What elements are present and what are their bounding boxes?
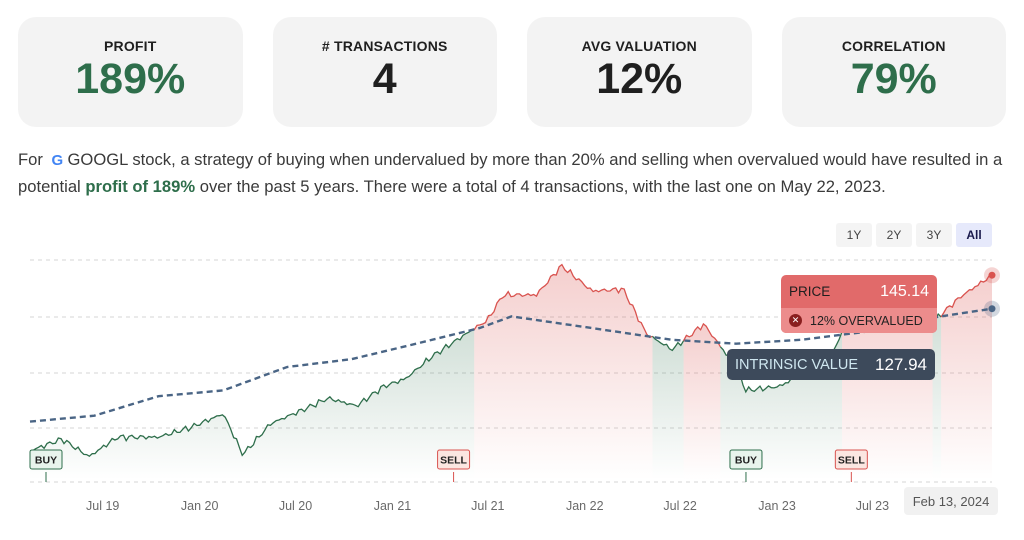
undervalued-area — [932, 314, 942, 480]
profit-label: PROFIT — [103, 38, 157, 54]
correlation-value: 79% — [850, 55, 937, 103]
avg-valuation-value: 12% — [596, 55, 683, 103]
avg-valuation-label: AVG VALUATION — [581, 38, 697, 54]
transactions-value: 4 — [372, 55, 397, 103]
price-tooltip: PRICE 145.14 ✕ 12% OVERVALUED — [781, 275, 937, 333]
intrinsic-value-value: 127.94 — [875, 354, 927, 374]
price-line-segment — [473, 263, 653, 339]
undervalued-area — [652, 336, 684, 480]
overvalued-area — [842, 294, 933, 480]
profit-card: PROFIT 189% — [18, 17, 243, 127]
intrinsic-marker — [988, 305, 996, 313]
signal-label-box — [29, 449, 63, 470]
description-profit: profit of 189% — [85, 177, 196, 196]
x-tick-label: Jan 22 — [566, 499, 604, 513]
date-badge: Feb 13, 2024 — [904, 487, 998, 515]
signal-label: SELL — [838, 455, 865, 467]
sell-signal-3: SELL — [834, 449, 868, 482]
price-line-segment — [683, 322, 721, 348]
x-tick-label: Jul 21 — [471, 499, 504, 513]
overvalued-area — [683, 323, 721, 480]
correlation-label: CORRELATION — [841, 38, 946, 54]
signal-label-box — [437, 449, 471, 470]
price-tooltip-value: 145.14 — [880, 283, 929, 300]
signal-label-box — [834, 449, 868, 470]
overvalued-area — [474, 264, 653, 480]
range-selector: 1Y 2Y 3Y All — [836, 223, 992, 247]
valuation-status-text: 12% OVERVALUED — [810, 313, 923, 328]
price-line-segment — [29, 329, 475, 457]
description-prefix: For — [18, 150, 43, 169]
x-tick-label: Jul 22 — [663, 499, 696, 513]
intrinsic-value-tooltip: INTRINSIC VALUE 127.94 — [727, 349, 935, 380]
profit-value: 189% — [75, 55, 186, 103]
transactions-card: # TRANSACTIONS 4 — [272, 17, 497, 127]
range-button-all[interactable]: All — [956, 223, 992, 247]
range-button-3y[interactable]: 3Y — [916, 223, 952, 247]
buy-signal-0: BUY — [29, 449, 63, 482]
price-marker — [988, 271, 996, 279]
x-tick-label: Jan 23 — [758, 499, 796, 513]
signal-label-box — [729, 449, 763, 470]
intrinsic-value-label: INTRINSIC VALUE — [735, 356, 859, 373]
range-button-2y[interactable]: 2Y — [876, 223, 912, 247]
transactions-label: # TRANSACTIONS — [321, 38, 448, 54]
google-icon: G — [51, 152, 64, 169]
avg-valuation-card: AVG VALUATION 12% — [527, 17, 752, 127]
signal-label: BUY — [735, 455, 757, 467]
signal-label: BUY — [35, 455, 57, 467]
price-tooltip-label: PRICE — [789, 284, 831, 299]
correlation-card: CORRELATION 79% — [781, 17, 1006, 127]
buy-signal-2: BUY — [729, 449, 763, 482]
x-tick-label: Jan 21 — [374, 499, 412, 513]
x-circle-icon: ✕ — [789, 314, 802, 327]
intrinsic-value-line — [29, 307, 993, 423]
x-tick-label: Jul 23 — [856, 499, 889, 513]
x-tick-label: Jan 20 — [181, 499, 219, 513]
x-tick-label: Jul 20 — [279, 499, 312, 513]
sell-signal-1: SELL — [437, 449, 471, 482]
undervalued-area — [30, 329, 475, 480]
overvalued-area — [941, 275, 992, 480]
x-tick-label: Jul 19 — [86, 499, 119, 513]
description-text-1: GOOGL stock, a strategy of buying when u… — [18, 150, 1003, 196]
price-line-segment — [652, 335, 685, 352]
valuation-status: ✕ 12% OVERVALUED — [781, 308, 937, 333]
range-button-1y[interactable]: 1Y — [836, 223, 872, 247]
summary-cards: PROFIT 189% # TRANSACTIONS 4 AVG VALUATI… — [18, 17, 1006, 127]
signal-label: SELL — [440, 455, 467, 467]
description-text-2: over the past 5 years. There were a tota… — [199, 177, 886, 196]
strategy-description: For G GOOGL stock, a strategy of buying w… — [18, 147, 1018, 200]
price-line-segment — [940, 274, 993, 318]
